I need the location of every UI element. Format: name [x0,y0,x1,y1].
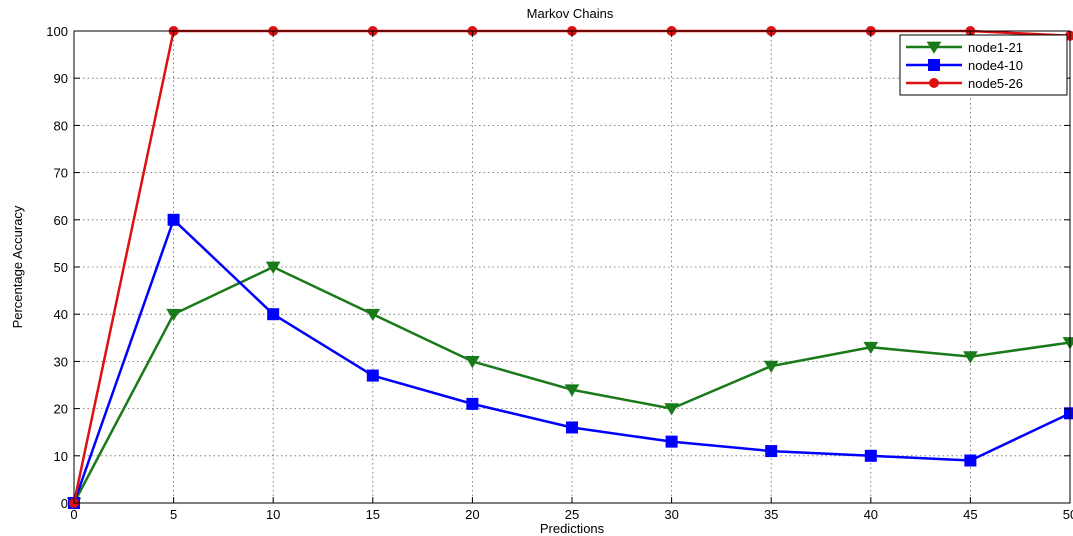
data-point [465,356,480,369]
x-tick-label: 40 [864,507,878,522]
legend-label: node5-26 [968,76,1023,91]
legend-marker [929,78,939,88]
data-point [466,397,479,410]
data-point [665,435,678,448]
data-point [964,454,977,467]
data-point [664,403,679,416]
data-point [765,445,778,458]
data-point [863,341,879,355]
legend-label: node1-21 [968,40,1023,55]
y-tick-label: 10 [54,449,68,464]
legend-marker [926,41,942,54]
series-node1-21 [66,261,1073,510]
tick-labels: 0 5 10 15 20 25 30 35 40 45 50 0 10 20 30 40 50 60 70 80 90 1… [46,24,1073,522]
data-point [366,369,379,382]
legend: node1-21 node4-10 node5-26 [899,34,1068,96]
x-tick-label: 10 [266,507,280,522]
series-node4-10 [68,213,1073,509]
data-point [963,351,978,364]
y-tick-label: 60 [54,213,68,228]
x-tick-label: 50 [1063,507,1073,522]
y-tick-label: 70 [54,166,68,181]
y-tick-label: 30 [54,354,68,369]
x-tick-label: 35 [764,507,778,522]
x-tick-label: 25 [565,507,579,522]
data-point [864,449,877,462]
y-tick-label: 80 [54,118,68,133]
data-point [566,421,578,434]
y-tick-label: 50 [54,260,68,275]
series-group [66,26,1073,510]
y-axis-label: Percentage Accuracy [10,205,25,328]
x-tick-label: 30 [664,507,678,522]
y-tick-label: 40 [54,307,68,322]
y-tick-label: 100 [46,24,68,39]
y-tick-label: 90 [54,71,68,86]
x-tick-label: 45 [963,507,977,522]
x-tick-label: 5 [170,507,177,522]
y-tick-label: 0 [61,496,68,511]
legend-label: node4-10 [968,58,1023,73]
series-node5-26 [69,26,1073,508]
chart-title: Markov Chains [527,6,614,21]
data-point [365,308,381,322]
data-point [265,261,281,274]
data-point [167,213,180,226]
legend-marker [928,59,940,71]
x-axis-label: Predictions [540,521,605,536]
y-tick-label: 20 [54,402,68,417]
x-tick-label: 15 [366,507,380,522]
data-point [267,308,280,321]
data-point [564,384,580,397]
data-point [763,360,779,373]
x-tick-label: 20 [465,507,479,522]
data-point [166,308,181,322]
data-point [1064,407,1073,420]
x-tick-label: 0 [70,507,77,522]
